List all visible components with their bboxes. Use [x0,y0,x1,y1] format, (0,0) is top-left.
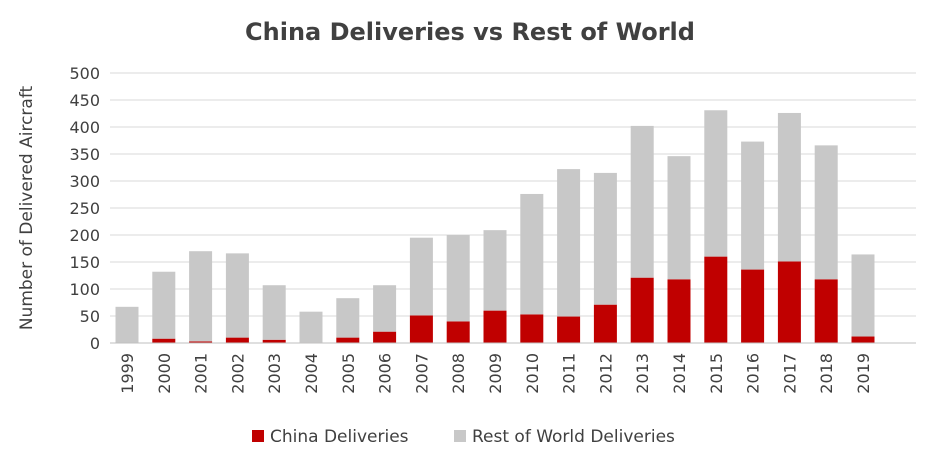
x-tick-label: 2010 [523,353,542,394]
bar-rest-of-world-2000 [152,271,176,339]
bar-china-2006 [373,331,397,343]
y-tick-label: 500 [69,64,100,83]
x-tick-label: 2009 [486,353,505,394]
x-tick-label: 2007 [412,353,431,394]
x-tick-label: 2018 [817,353,836,394]
bar-china-2013 [630,277,654,343]
x-tick-label: 2006 [376,353,395,394]
bar-rest-of-world-2017 [777,112,801,262]
x-tick-label: 2000 [155,353,174,394]
legend-label-rest-of-world: Rest of World Deliveries [472,427,675,447]
bar-rest-of-world-2019 [851,254,875,337]
bar-rest-of-world-2015 [704,110,728,257]
x-tick-label: 2019 [854,353,873,394]
chart-title: China Deliveries vs Rest of World [245,18,695,46]
x-tick-label: 2002 [228,353,247,394]
bar-rest-of-world-2004 [299,311,323,343]
x-tick-label: 2013 [633,353,652,394]
bar-rest-of-world-2002 [225,253,249,338]
legend-label-china: China Deliveries [270,427,409,447]
bar-rest-of-world-2003 [262,285,286,340]
y-tick-label: 350 [69,145,100,164]
bar-rest-of-world-2005 [336,298,360,338]
bar-rest-of-world-2006 [373,285,397,332]
x-tick-label: 2008 [449,353,468,394]
y-tick-label: 0 [90,334,100,353]
bar-china-2011 [557,316,581,343]
bar-rest-of-world-2009 [483,230,507,311]
bar-china-2016 [741,269,765,343]
y-tick-label: 250 [69,199,100,218]
x-tick-label: 2012 [596,353,615,394]
legend: China Deliveries Rest of World Deliveries [252,427,675,447]
bar-china-2003 [262,339,286,343]
x-tick-label: 2015 [707,353,726,394]
x-tick-label: 2014 [670,353,689,394]
x-tick-labels: 1999 2000 2001 2002 2003 2004 2005 2006 2007 2008… [118,353,873,394]
bar-rest-of-world-2013 [630,125,654,278]
bar-rest-of-world-2014 [667,156,691,280]
bar-rest-of-world-2016 [741,141,765,270]
x-tick-label: 2017 [780,353,799,394]
legend-swatch-rest-of-world [454,430,466,442]
bar-rest-of-world-2012 [593,172,617,305]
bar-rest-of-world-2001 [189,251,213,342]
bars [115,110,875,343]
bar-rest-of-world-1999 [115,306,139,343]
x-tick-label: 2011 [560,353,579,394]
y-tick-label: 100 [69,280,100,299]
y-tick-label: 50 [80,307,100,326]
bar-china-2012 [593,304,617,343]
legend-swatch-china [252,430,264,442]
bar-china-2002 [225,337,249,343]
bar-china-2005 [336,337,360,343]
x-tick-label: 1999 [118,353,137,394]
y-tick-labels: 0 50 100 150 200 250 300 350 400 450 500 [69,64,100,353]
bar-china-2010 [520,314,544,343]
bar-china-2008 [446,321,470,343]
bar-rest-of-world-2011 [557,169,581,317]
x-tick-label: 2001 [192,353,211,394]
y-axis-label: Number of Delivered Aircraft [17,85,37,330]
bar-rest-of-world-2010 [520,193,544,315]
x-tick-label: 2003 [265,353,284,394]
y-tick-label: 450 [69,91,100,110]
bar-rest-of-world-2018 [814,145,838,280]
bar-rest-of-world-2007 [409,237,433,316]
bar-china-2007 [409,315,433,343]
y-tick-label: 200 [69,226,100,245]
bar-china-2000 [152,338,176,343]
bar-china-2015 [704,256,728,343]
y-tick-label: 300 [69,172,100,191]
bar-rest-of-world-2008 [446,235,470,322]
x-tick-label: 2016 [744,353,763,394]
bar-china-2017 [777,261,801,343]
bar-china-2014 [667,279,691,343]
y-tick-label: 150 [69,253,100,272]
bar-china-2018 [814,279,838,343]
bar-china-2001 [189,341,213,343]
x-tick-label: 2004 [302,353,321,394]
bar-china-2019 [851,336,875,343]
bar-china-2009 [483,310,507,343]
y-tick-label: 400 [69,118,100,137]
x-tick-label: 2005 [339,353,358,394]
